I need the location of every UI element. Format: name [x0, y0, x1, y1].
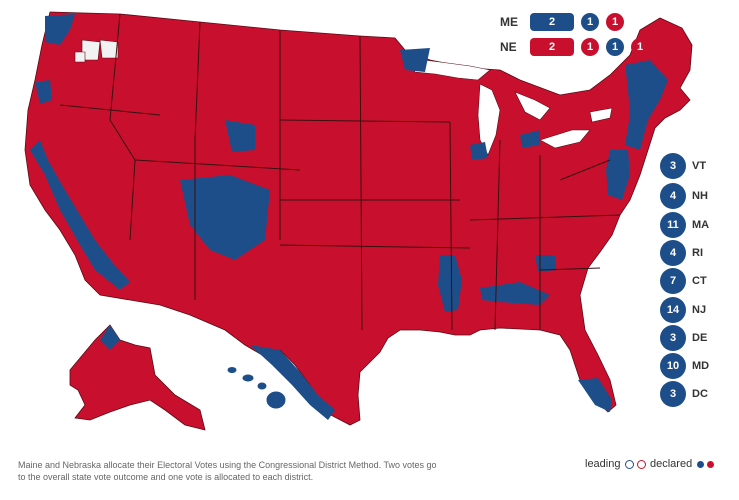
dem-regions — [30, 14, 668, 420]
small-state-dc[interactable]: 3 DC — [660, 381, 708, 407]
electoral-vote-badge: 4 — [660, 183, 686, 209]
minneapolis-dem — [400, 48, 430, 72]
oregon-valley-dem — [35, 80, 52, 104]
pacific-coast-dem — [30, 140, 130, 290]
mississippi-delta-dem — [438, 255, 462, 312]
chicago-dem — [470, 142, 488, 160]
small-state-ct[interactable]: 7 CT — [660, 268, 707, 294]
small-state-ma[interactable]: 11 MA — [660, 212, 709, 238]
small-state-vt[interactable]: 3 VT — [660, 153, 706, 179]
legend-leading-label: leading — [585, 458, 621, 470]
northeast-dem — [625, 60, 668, 150]
district-vote-dot[interactable]: 1 — [581, 38, 599, 56]
florida-dem — [578, 378, 612, 412]
statewide-vote-pill[interactable]: 2 — [530, 13, 574, 31]
district-vote-dot[interactable]: 1 — [606, 13, 624, 31]
district-vote-dot[interactable]: 1 — [581, 13, 599, 31]
electoral-vote-badge: 10 — [660, 353, 686, 379]
undecided-regions — [74, 39, 119, 63]
state-abbr: MA — [692, 219, 710, 231]
split-state-ne: NE 2 1 1 1 — [500, 38, 656, 56]
colorado-front-dem — [225, 120, 255, 152]
state-abbr: CT — [692, 275, 707, 287]
state-abbr: DE — [692, 332, 708, 344]
small-state-nj[interactable]: 14 NJ — [660, 297, 706, 323]
great-lakes — [407, 57, 613, 156]
hawaii[interactable] — [227, 367, 286, 409]
four-corners-dem — [180, 175, 270, 260]
district-vote-dot[interactable]: 1 — [631, 38, 649, 56]
small-state-nh[interactable]: 4 NH — [660, 183, 708, 209]
alaska[interactable] — [69, 324, 206, 431]
leading-rep-swatch-icon — [637, 459, 647, 469]
state-abbr: MD — [692, 360, 710, 372]
detroit-dem — [520, 130, 540, 148]
electoral-vote-badge: 3 — [660, 381, 686, 407]
state-abbr: DC — [692, 388, 708, 400]
state-abbr: RI — [692, 247, 703, 259]
method-footnote: Maine and Nebraska allocate their Electo… — [18, 460, 437, 482]
state-abbr: NJ — [692, 304, 707, 316]
small-state-md[interactable]: 10 MD — [660, 353, 709, 379]
split-state-me: ME 2 1 1 — [500, 13, 631, 31]
blackbelt-dem — [480, 282, 550, 305]
pacific-northwest-dem — [45, 14, 75, 45]
declared-rep-swatch-icon — [707, 460, 715, 468]
legend-declared-label: declared — [650, 458, 693, 470]
split-state-label: ME — [500, 15, 518, 29]
state-abbr: VT — [692, 160, 707, 172]
northeast-corridor-dem — [606, 150, 630, 200]
district-vote-dot[interactable]: 1 — [606, 38, 624, 56]
small-state-de[interactable]: 3 DE — [660, 325, 707, 351]
statewide-vote-pill[interactable]: 2 — [530, 38, 574, 56]
alaska-dem-area — [100, 325, 120, 350]
electoral-vote-badge: 11 — [660, 212, 686, 238]
rio-grande-dem — [250, 345, 335, 420]
electoral-vote-badge: 3 — [660, 153, 686, 179]
state-abbr: NH — [692, 190, 708, 202]
electoral-vote-badge: 14 — [660, 297, 686, 323]
legend-declared: declared — [650, 458, 715, 470]
leading-dem-swatch-icon — [625, 459, 635, 469]
legend-leading: leading — [585, 458, 647, 470]
declared-dem-swatch-icon — [697, 460, 705, 468]
split-state-label: NE — [500, 40, 517, 54]
state-borders — [59, 13, 621, 331]
electoral-vote-badge: 4 — [660, 240, 686, 266]
small-state-ri[interactable]: 4 RI — [660, 240, 703, 266]
electoral-vote-badge: 7 — [660, 268, 686, 294]
electoral-vote-badge: 3 — [660, 325, 686, 351]
